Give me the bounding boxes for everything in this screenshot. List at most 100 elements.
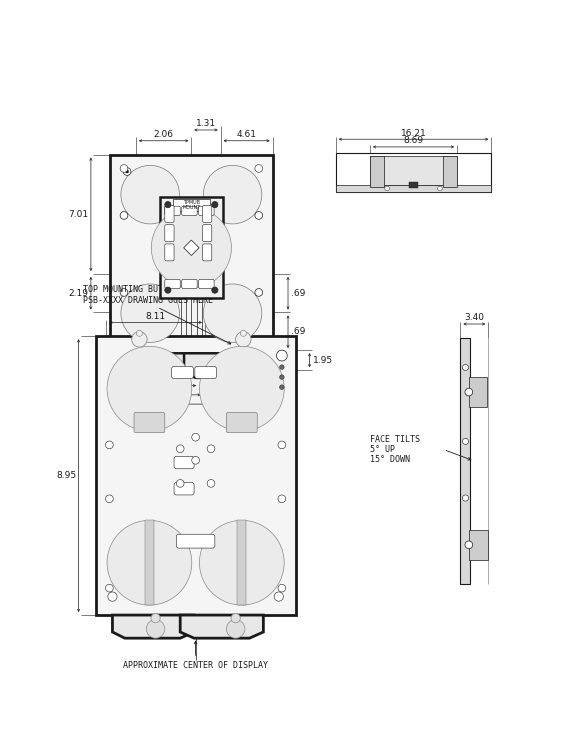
Circle shape	[165, 201, 171, 208]
Circle shape	[217, 358, 223, 364]
Bar	[96, 337, 296, 615]
Text: 2.19: 2.19	[68, 289, 89, 298]
FancyBboxPatch shape	[165, 207, 180, 215]
Circle shape	[438, 186, 443, 191]
FancyBboxPatch shape	[182, 279, 197, 288]
Bar	[370, 156, 384, 187]
Text: TOP MOUNTING BUTTON ON
PSB-XXXX DRAWING GOES HERE: TOP MOUNTING BUTTON ON PSB-XXXX DRAWING …	[83, 285, 213, 305]
Circle shape	[204, 166, 262, 224]
Circle shape	[277, 350, 287, 361]
Bar	[443, 156, 457, 187]
Circle shape	[125, 170, 129, 173]
Circle shape	[212, 287, 218, 293]
Circle shape	[176, 445, 184, 452]
Circle shape	[200, 346, 284, 431]
Text: .69: .69	[202, 381, 216, 390]
Text: .25: .25	[207, 390, 221, 399]
Bar	[409, 182, 418, 188]
Circle shape	[207, 445, 215, 452]
Bar	[237, 520, 246, 605]
Bar	[145, 520, 154, 605]
FancyBboxPatch shape	[134, 412, 165, 432]
Text: 8.69: 8.69	[404, 137, 423, 146]
Circle shape	[151, 208, 231, 288]
Circle shape	[280, 385, 284, 389]
Bar	[336, 186, 491, 192]
Text: FACE TILTS
5° UP
15° DOWN: FACE TILTS 5° UP 15° DOWN	[371, 435, 420, 464]
Polygon shape	[180, 615, 263, 638]
Text: .69: .69	[291, 289, 306, 298]
Circle shape	[385, 186, 389, 191]
Circle shape	[160, 358, 165, 364]
Text: 16.21: 16.21	[401, 129, 426, 137]
Text: 7.01: 7.01	[68, 210, 89, 218]
Polygon shape	[184, 240, 199, 256]
Bar	[461, 338, 470, 584]
Bar	[469, 377, 487, 407]
Circle shape	[212, 201, 218, 208]
FancyBboxPatch shape	[165, 224, 174, 241]
Circle shape	[240, 330, 246, 337]
FancyBboxPatch shape	[172, 366, 193, 379]
Circle shape	[465, 389, 473, 396]
Circle shape	[255, 288, 263, 296]
Circle shape	[280, 365, 284, 369]
Text: 8.11: 8.11	[146, 312, 166, 321]
FancyBboxPatch shape	[165, 205, 174, 222]
FancyBboxPatch shape	[182, 207, 197, 215]
Circle shape	[200, 520, 284, 605]
Bar	[110, 155, 273, 353]
Circle shape	[108, 592, 117, 601]
Circle shape	[120, 288, 128, 296]
Text: .69: .69	[291, 327, 306, 337]
Bar	[336, 153, 491, 192]
Bar	[370, 156, 457, 186]
Circle shape	[107, 520, 192, 605]
Circle shape	[462, 495, 469, 501]
Circle shape	[462, 364, 469, 371]
FancyBboxPatch shape	[195, 366, 216, 379]
Circle shape	[107, 346, 192, 431]
Circle shape	[465, 541, 473, 548]
Circle shape	[165, 287, 171, 293]
FancyBboxPatch shape	[199, 207, 214, 215]
Circle shape	[132, 331, 147, 347]
Text: TPMUB
MOUNT: TPMUB MOUNT	[182, 200, 201, 210]
Text: 3.40: 3.40	[465, 314, 484, 322]
Circle shape	[207, 479, 215, 487]
Circle shape	[120, 212, 128, 219]
Bar	[469, 530, 488, 559]
Circle shape	[278, 441, 286, 449]
FancyBboxPatch shape	[165, 244, 174, 261]
Circle shape	[151, 614, 160, 623]
FancyBboxPatch shape	[202, 244, 212, 261]
Circle shape	[121, 166, 179, 224]
Circle shape	[280, 374, 284, 380]
Circle shape	[106, 584, 113, 592]
Text: 1.31: 1.31	[196, 120, 216, 129]
Text: 2.06: 2.06	[154, 130, 173, 139]
Circle shape	[123, 168, 131, 175]
Circle shape	[278, 495, 286, 503]
FancyBboxPatch shape	[176, 534, 215, 548]
Circle shape	[146, 620, 165, 638]
Circle shape	[226, 620, 245, 638]
Bar	[160, 197, 223, 298]
FancyBboxPatch shape	[202, 205, 212, 222]
Circle shape	[121, 284, 179, 343]
Circle shape	[255, 212, 263, 219]
Circle shape	[192, 433, 200, 441]
Circle shape	[213, 362, 227, 376]
Circle shape	[136, 330, 143, 337]
FancyBboxPatch shape	[174, 456, 194, 469]
Text: .50: .50	[218, 400, 232, 409]
Circle shape	[255, 165, 263, 172]
Circle shape	[231, 614, 240, 623]
Circle shape	[120, 165, 128, 172]
Text: 1.95: 1.95	[313, 356, 333, 365]
Circle shape	[106, 441, 113, 449]
FancyBboxPatch shape	[226, 412, 257, 432]
Circle shape	[192, 456, 200, 464]
Polygon shape	[113, 615, 194, 638]
FancyBboxPatch shape	[174, 483, 194, 495]
